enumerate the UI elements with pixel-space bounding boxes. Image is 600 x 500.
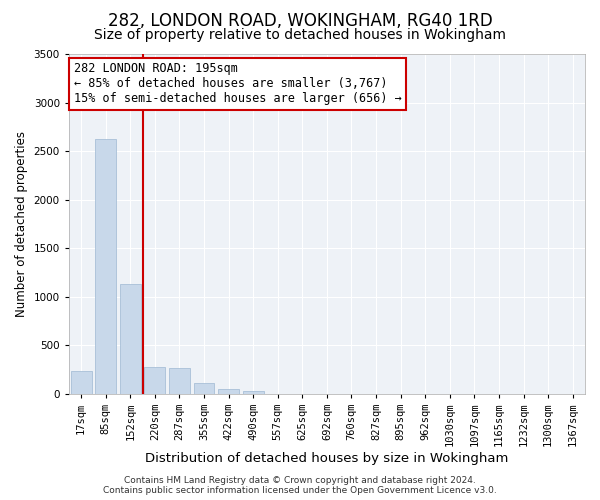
Y-axis label: Number of detached properties: Number of detached properties [15, 131, 28, 317]
Bar [120, 284, 141, 394]
Bar [194, 384, 214, 394]
Text: 282 LONDON ROAD: 195sqm
← 85% of detached houses are smaller (3,767)
15% of semi: 282 LONDON ROAD: 195sqm ← 85% of detache… [74, 62, 402, 106]
Bar [218, 389, 239, 394]
Bar [145, 368, 166, 394]
Text: Size of property relative to detached houses in Wokingham: Size of property relative to detached ho… [94, 28, 506, 42]
X-axis label: Distribution of detached houses by size in Wokingham: Distribution of detached houses by size … [145, 452, 509, 465]
Bar [71, 372, 92, 394]
Bar [95, 140, 116, 394]
Text: Contains HM Land Registry data © Crown copyright and database right 2024.
Contai: Contains HM Land Registry data © Crown c… [103, 476, 497, 495]
Bar [169, 368, 190, 394]
Bar [243, 391, 263, 394]
Text: 282, LONDON ROAD, WOKINGHAM, RG40 1RD: 282, LONDON ROAD, WOKINGHAM, RG40 1RD [107, 12, 493, 30]
